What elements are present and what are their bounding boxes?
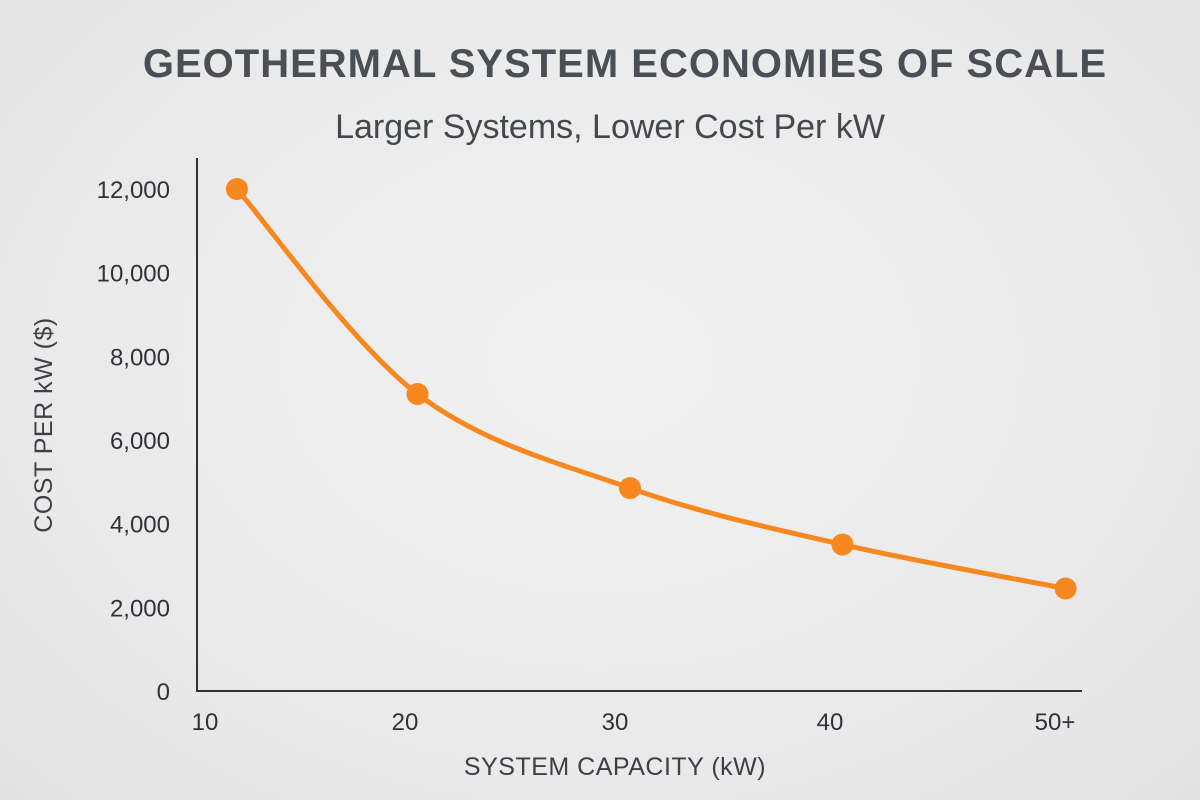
x-tick-label: 50+ [1035,709,1076,736]
chart-title: GEOTHERMAL SYSTEM ECONOMIES OF SCALE [142,42,1108,86]
x-axis-label: SYSTEM CAPACITY (kW) [464,753,766,781]
data-point [225,178,248,200]
y-tick-label: 6,000 [110,428,170,455]
chart-subtitle: Larger Systems, Lower Cost Per kW [335,108,885,146]
data-point [1054,577,1077,600]
x-tick-label: 10 [192,709,219,736]
y-tick-label: 2,000 [110,595,170,622]
y-tick-label: 12,000 [97,177,170,204]
y-tick-label: 0 [157,679,170,706]
data-point [619,477,641,500]
series-line [234,186,1069,592]
y-tick-label: 8,000 [110,344,170,371]
y-tick-label: 10,000 [97,261,170,288]
x-tick-labels: 10 20 30 40 50+ [192,709,1076,736]
data-point [831,533,854,556]
data-points [225,178,1077,600]
data-point [406,382,429,405]
y-tick-labels: 0 2,000 4,000 6,000 8,000 10,000 12,000 [97,177,170,706]
x-tick-label: 20 [392,709,419,736]
x-tick-label: 30 [602,709,629,736]
y-axis-label: COST PER kW ($) [30,317,58,532]
x-tick-label: 40 [817,709,844,736]
y-tick-label: 4,000 [110,512,170,539]
